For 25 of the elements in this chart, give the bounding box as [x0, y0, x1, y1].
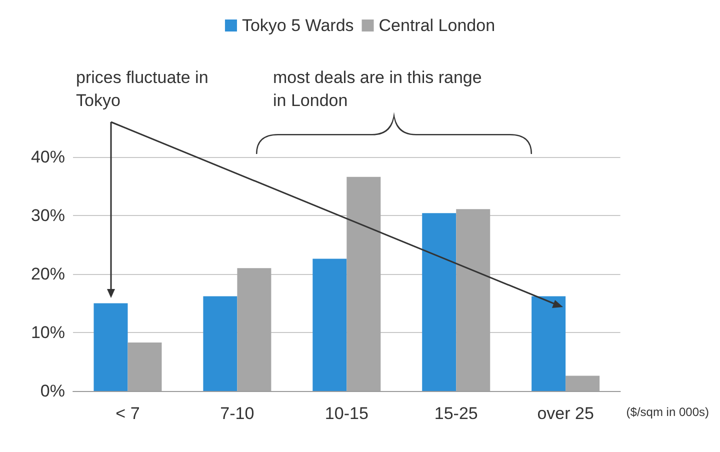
text: most deals are in this range in London: [273, 68, 487, 110]
y-tick-label: 0%: [40, 382, 65, 400]
legend-label: Tokyo 5 Wards: [242, 16, 354, 35]
bar: [566, 376, 600, 391]
bar: [422, 213, 456, 391]
bar: [532, 296, 566, 391]
bar: [312, 258, 347, 391]
y-tick-label: 20%: [30, 264, 65, 284]
bar: [128, 342, 162, 391]
y-tick-label: 40%: [30, 148, 65, 166]
bar: [237, 268, 272, 391]
bar: [203, 296, 238, 391]
x-tick-label: over 25: [537, 404, 594, 423]
x-tick-label: 10-15: [324, 404, 368, 423]
bar: [94, 303, 128, 391]
x-tick-label: 7-10: [220, 404, 254, 423]
x-axis-title: ($/sqm in 000s): [626, 405, 710, 419]
y-tick-label: 10%: [30, 323, 65, 342]
text: prices fluctuate in Tokyo: [76, 68, 214, 110]
bar: [456, 209, 490, 391]
x-tick-label: < 7: [116, 404, 140, 423]
x-tick-label: 15-25: [434, 404, 478, 423]
y-tick-label: 30%: [30, 206, 65, 225]
bar: [346, 176, 381, 391]
legend-label: Central London: [378, 16, 496, 35]
